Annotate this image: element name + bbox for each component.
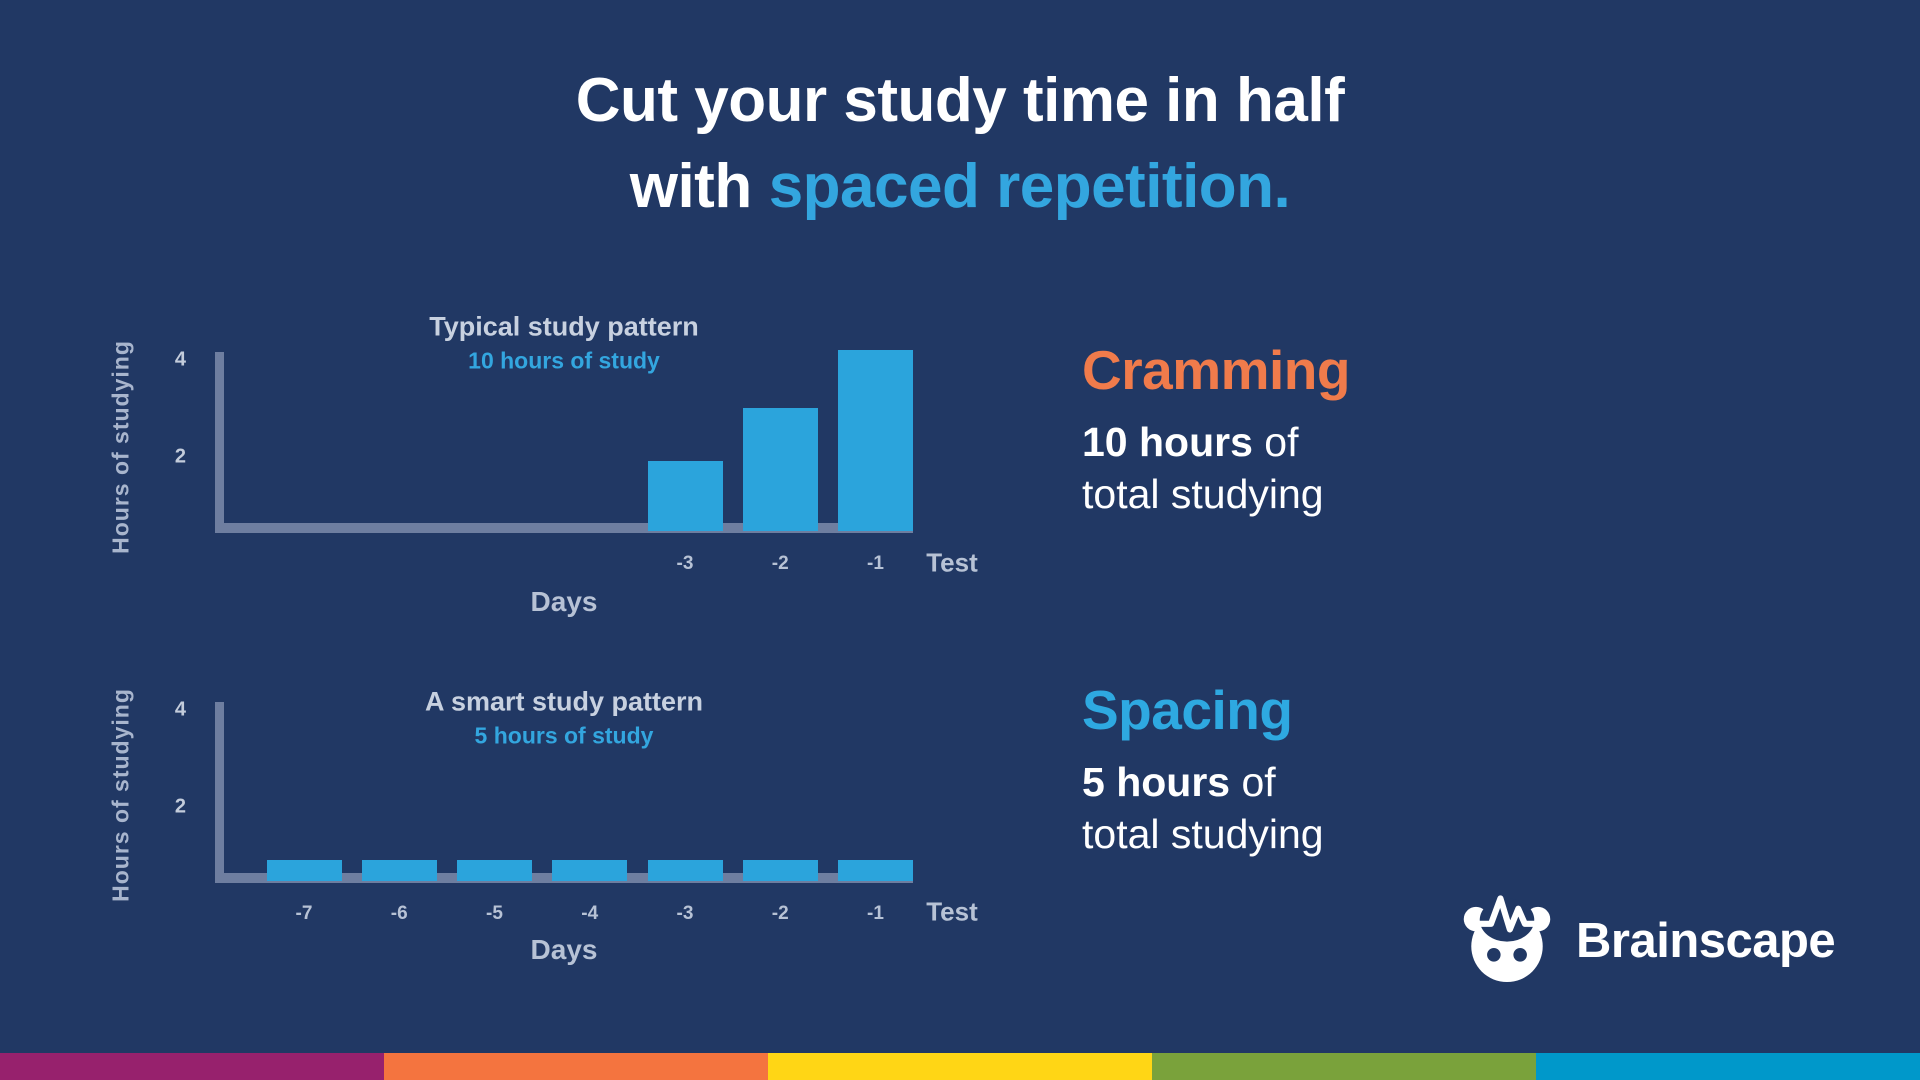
cramming-body: 10 hours of total studying — [1082, 416, 1350, 520]
bar — [647, 859, 723, 881]
x-tick-label: -1 — [867, 553, 884, 574]
cramming-connector: of — [1264, 418, 1299, 465]
page-title: Cut your study time in half with spaced r… — [0, 58, 1920, 230]
bar — [457, 859, 532, 881]
footer-stripe — [768, 1053, 1152, 1080]
footer-stripe — [1152, 1053, 1536, 1080]
chart-subtitle: 5 hours of study — [474, 722, 654, 749]
chart-title: Typical study pattern — [429, 311, 699, 342]
x-tick-label: -2 — [771, 553, 789, 574]
chart-title: A smart study pattern — [424, 686, 704, 717]
chart-subtitle: 10 hours of study — [468, 347, 660, 374]
x-tick-label: -4 — [581, 903, 599, 924]
x-tick-label: -7 — [295, 903, 313, 924]
y-tick-label: 4 — [174, 698, 186, 721]
page-title-line2-prefix: with — [629, 152, 752, 221]
footer-stripe — [1536, 1053, 1920, 1080]
spacing-connector: of — [1241, 758, 1276, 805]
x-tick-label: -1 — [867, 903, 884, 924]
footer-color-strip — [0, 1053, 1920, 1080]
bar — [647, 461, 723, 531]
x-tick-label: -3 — [676, 553, 694, 574]
bar — [266, 859, 342, 881]
spacing-body: 5 hours of total studying — [1082, 756, 1324, 860]
cramming-line2: total studying — [1082, 470, 1324, 517]
spacing-amount: 5 hours — [1082, 758, 1231, 805]
y-axis-line — [215, 702, 224, 883]
footer-stripe — [0, 1053, 384, 1080]
cramming-heading: Cramming — [1082, 339, 1351, 401]
y-axis-label: Hours of studying — [107, 340, 134, 554]
brainscape-logo-icon — [1463, 895, 1551, 983]
x-axis-label: Days — [530, 586, 598, 617]
test-label: Test — [926, 896, 978, 927]
y-tick-label: 4 — [174, 348, 186, 371]
y-axis-line — [215, 352, 224, 533]
x-tick-label: -5 — [486, 903, 503, 924]
x-tick-label: -2 — [771, 903, 789, 924]
x-axis-label: Days — [530, 934, 598, 965]
bar — [742, 408, 818, 531]
spacing-summary: Spacing 5 hours of total studying — [1082, 679, 1324, 860]
x-tick-label: -3 — [676, 903, 694, 924]
bar — [742, 859, 818, 881]
footer-stripe — [384, 1053, 768, 1080]
y-axis-label: Hours of studying — [107, 688, 134, 902]
page-title-line2: with spaced repetition. — [0, 144, 1920, 230]
cramming-amount: 10 hours — [1082, 418, 1253, 465]
page-title-line1: Cut your study time in half — [575, 66, 1345, 135]
bar — [552, 859, 628, 881]
bar — [838, 859, 913, 881]
bar — [361, 859, 437, 881]
cramming-summary: Cramming 10 hours of total studying — [1082, 339, 1351, 520]
y-tick-label: 2 — [174, 795, 186, 817]
x-tick-label: -6 — [390, 903, 408, 924]
spacing-line2: total studying — [1082, 810, 1324, 857]
x-axis-line — [215, 523, 913, 533]
test-label: Test — [926, 547, 978, 578]
bar — [838, 350, 913, 531]
y-tick-label: 2 — [174, 445, 186, 467]
page-title-highlight: spaced repetition. — [768, 152, 1291, 221]
brainscape-wordmark: Brainscape — [1576, 914, 1836, 968]
spacing-heading: Spacing — [1082, 679, 1293, 741]
